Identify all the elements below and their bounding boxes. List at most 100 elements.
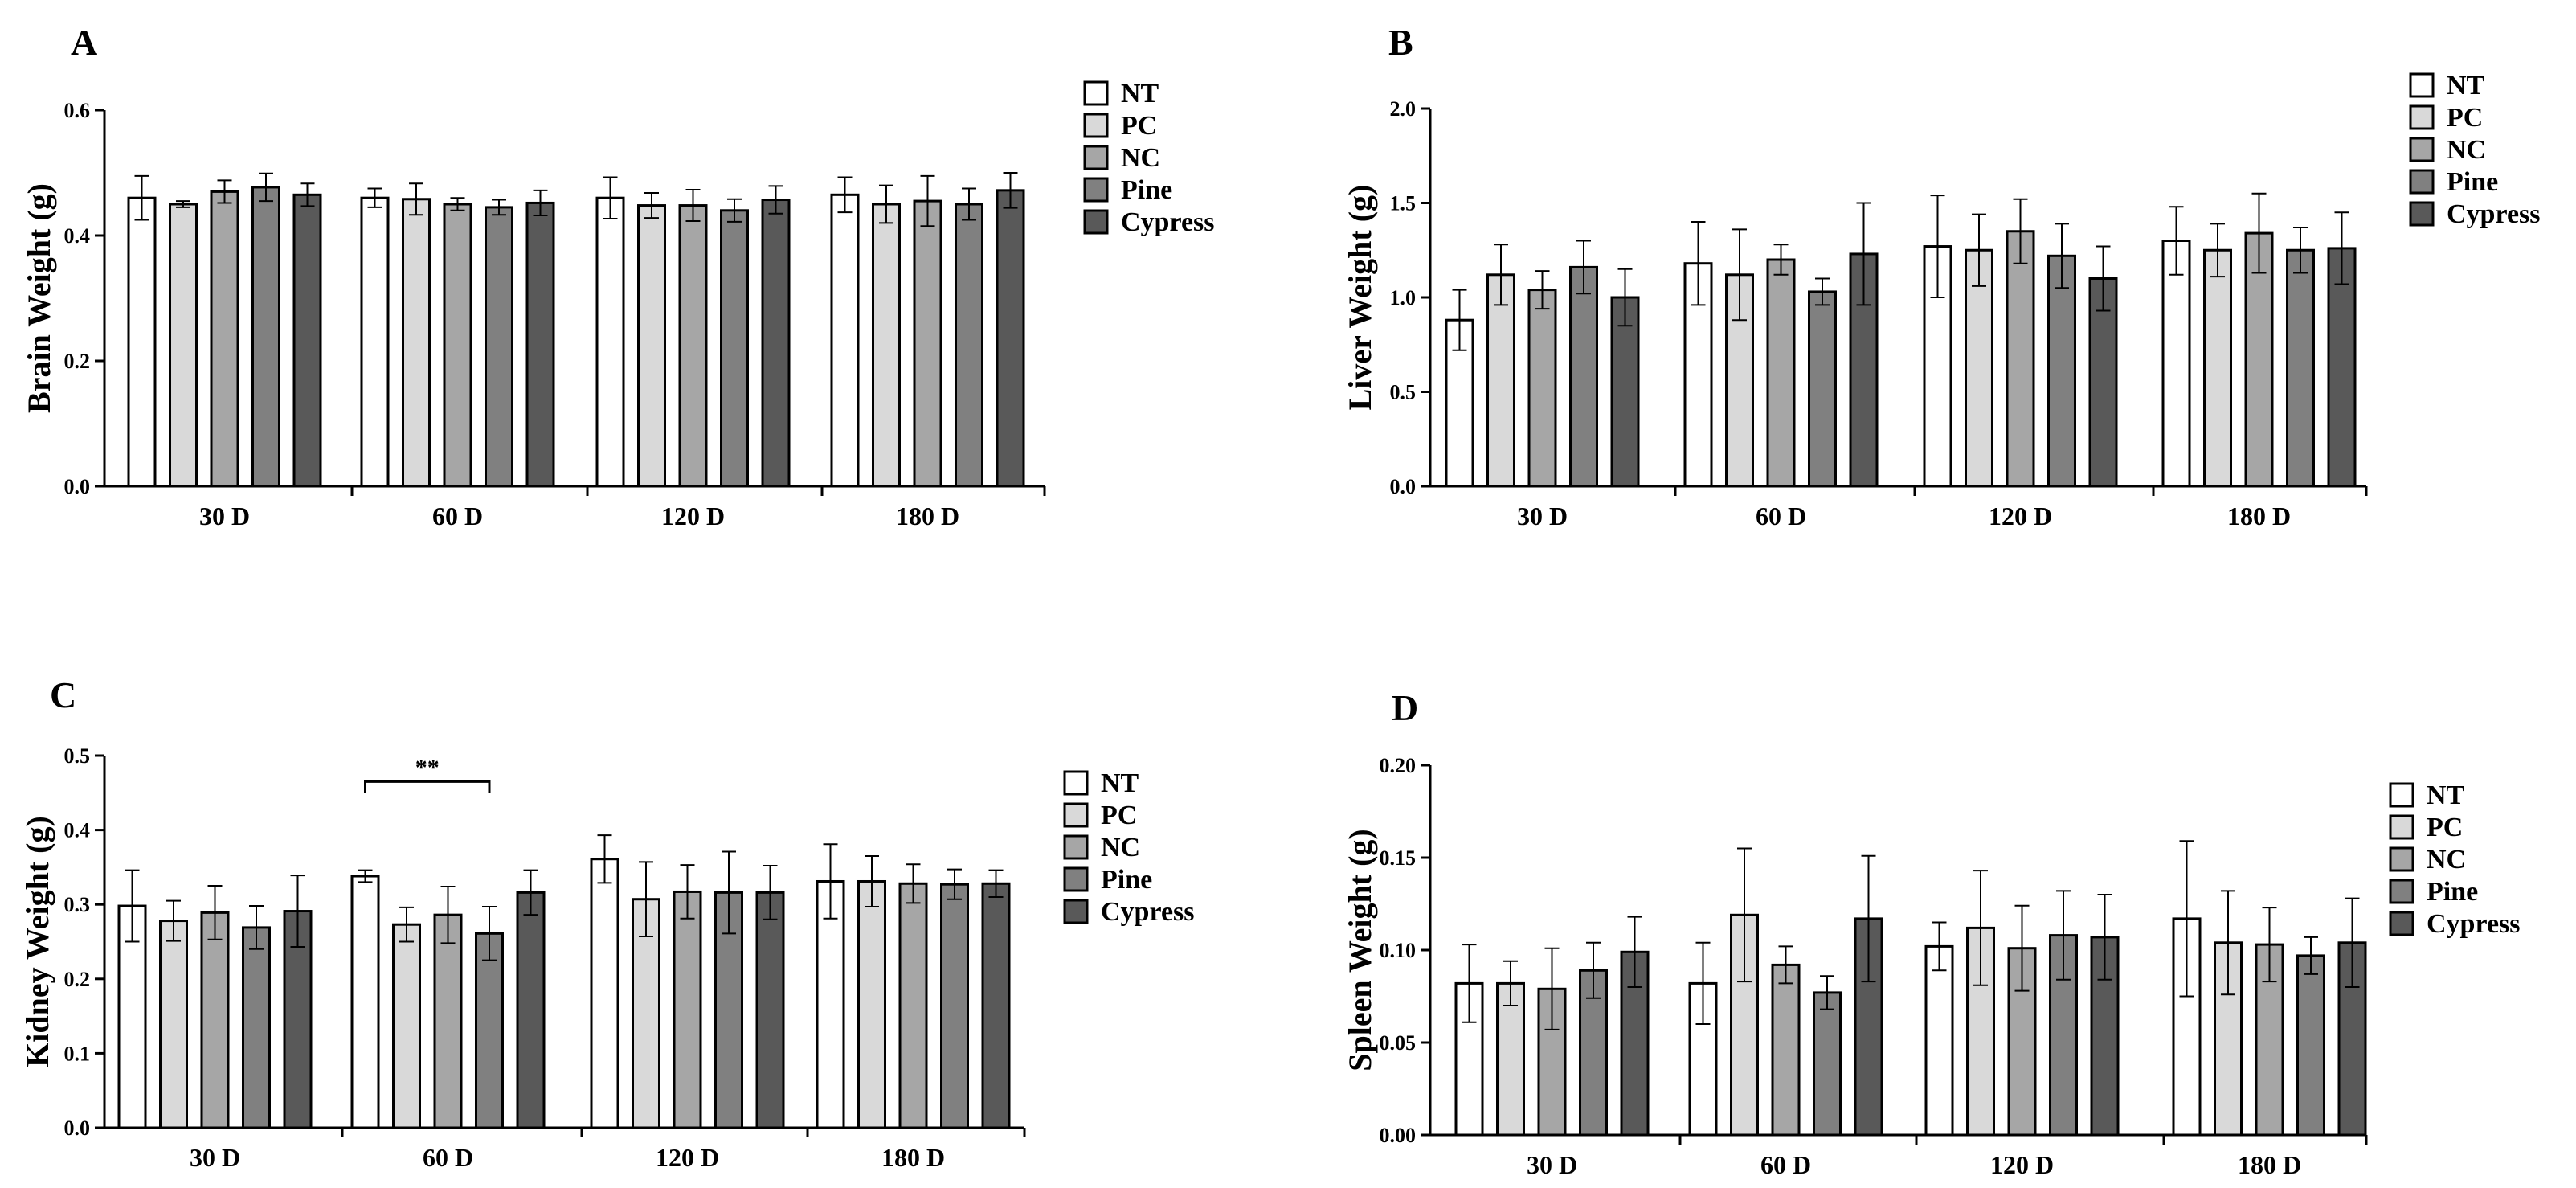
- panel-letter: D: [1392, 687, 1418, 728]
- bar-nt-3: [595, 196, 625, 488]
- bar-cypress-3: [2088, 277, 2118, 488]
- legend-swatch-pine: [2409, 169, 2435, 195]
- x-category-label: 180 D: [881, 1143, 945, 1172]
- panel-a-brain-weight: A 0.0 0.2 0.4 0.6 30 D 60 D 120 D 180 D Brain Wei…: [21, 22, 1215, 531]
- legend-swatch-cypress: [1063, 899, 1089, 924]
- legend-swatch-nt: [1063, 770, 1089, 796]
- bar-nc-1: [1527, 289, 1557, 488]
- bar-pine-4: [2286, 248, 2315, 488]
- legend-label-pc: PC: [2427, 813, 2463, 842]
- legend-swatch-cypress: [1083, 209, 1109, 235]
- legend-label-cypress: Cypress: [2447, 199, 2541, 229]
- bar-pc-1: [169, 203, 198, 488]
- x-category-label: 60 D: [423, 1143, 473, 1172]
- x-category-label: 120 D: [661, 502, 725, 531]
- significance-marker: **: [415, 754, 440, 780]
- x-category-label: 120 D: [1989, 502, 2052, 531]
- x-category-label: 120 D: [656, 1143, 719, 1172]
- legend-swatch-cypress: [2389, 911, 2414, 936]
- bar-cypress-2: [516, 891, 546, 1129]
- y-tick-label: 0.20: [1380, 754, 1417, 777]
- bar-cypress-4: [981, 882, 1011, 1129]
- bar-pine-2: [1808, 290, 1837, 488]
- bar-nc-3: [678, 204, 708, 488]
- bar-pine-1: [1569, 265, 1598, 488]
- y-tick-label: 0.0: [1390, 475, 1417, 498]
- legend-label-nt: NT: [2447, 71, 2485, 100]
- y-tick-label: 0.3: [64, 893, 91, 916]
- y-tick-label: 0.00: [1380, 1124, 1417, 1147]
- bar-cypress-3: [761, 199, 791, 488]
- bar-cypress-4: [2327, 247, 2357, 488]
- panel-letter: C: [50, 674, 76, 715]
- x-category-label: 30 D: [190, 1143, 240, 1172]
- legend-swatch-pine: [1063, 866, 1089, 892]
- y-tick-label: 0.6: [64, 99, 91, 122]
- legend-label-pine: Pine: [1121, 175, 1172, 205]
- legend-swatch-pine: [1083, 177, 1109, 203]
- y-tick-label: 0.05: [1380, 1031, 1417, 1055]
- bar-nc-4: [898, 882, 928, 1129]
- bar-nc-1: [200, 911, 230, 1129]
- x-category-label: 180 D: [896, 502, 959, 531]
- bar-pine-2: [485, 206, 513, 488]
- legend-label-pine: Pine: [1101, 865, 1152, 895]
- legend-label-nt: NT: [2427, 780, 2465, 810]
- legend-swatch-nc: [2409, 137, 2435, 162]
- bar-pine-2: [475, 932, 504, 1129]
- legend-label-pc: PC: [1101, 801, 1137, 830]
- bar-nt-3: [590, 858, 619, 1129]
- y-tick-label: 0.10: [1380, 939, 1417, 962]
- y-tick-label: 0.0: [64, 475, 91, 498]
- y-axis-title: Liver Weight (g): [1342, 185, 1378, 411]
- panel-b-liver-weight: B 0.0 0.5 1.0 1.5 2.0 30 D 60 D 120 D 180 D Liver …: [1342, 22, 2541, 531]
- x-category-label: 60 D: [432, 502, 483, 531]
- y-tick-label: 0.4: [64, 819, 91, 842]
- bar-nt-1: [117, 904, 147, 1129]
- bar-nc-3: [673, 890, 702, 1129]
- bar-nc-2: [1766, 258, 1796, 488]
- bar-pc-4: [857, 879, 886, 1129]
- bar-cypress-4: [996, 189, 1025, 488]
- y-axis-title: Spleen Weight (g): [1342, 829, 1378, 1071]
- x-category-label: 120 D: [1990, 1150, 2054, 1179]
- y-axis-title: Kidney Weight (g): [19, 816, 55, 1067]
- bar-pine-3: [720, 209, 749, 488]
- bar-pc-4: [872, 203, 901, 488]
- bar-nc-2: [1771, 963, 1801, 1137]
- legend-label-nt: NT: [1121, 79, 1159, 109]
- legend-swatch-pine: [2389, 879, 2414, 904]
- y-axis-title: Brain Weight (g): [21, 183, 57, 413]
- legend-swatch-pc: [2389, 814, 2414, 840]
- significance-bracket: [364, 780, 491, 793]
- bar-cypress-2: [525, 201, 555, 488]
- bar-pine-1: [242, 926, 271, 1129]
- legend-swatch-nc: [1063, 834, 1089, 860]
- bar-pc-3: [637, 204, 666, 488]
- legend-swatch-cypress: [2409, 201, 2435, 227]
- legend-swatch-pc: [1083, 113, 1109, 138]
- bar-nc-3: [2006, 230, 2035, 488]
- bar-pc-4: [2203, 248, 2232, 488]
- bar-pine-1: [251, 186, 280, 488]
- bar-pc-1: [1486, 273, 1515, 488]
- y-tick-label: 0.2: [64, 968, 91, 991]
- legend-swatch-nt: [2409, 72, 2435, 98]
- y-tick-label: 1.5: [1390, 192, 1417, 215]
- bar-nt-4: [830, 193, 860, 488]
- bar-pc-1: [159, 920, 188, 1129]
- y-tick-label: 0.15: [1380, 846, 1417, 870]
- bar-pine-3: [2047, 254, 2076, 488]
- legend-label-cypress: Cypress: [1101, 897, 1195, 927]
- y-tick-label: 0.5: [64, 744, 91, 768]
- bar-nt-1: [127, 196, 157, 488]
- panel-letter: A: [71, 22, 97, 63]
- bar-pine-2: [1813, 991, 1842, 1137]
- legend-label-nt: NT: [1101, 768, 1139, 798]
- bar-nc-1: [210, 190, 239, 488]
- legend-label-pine: Pine: [2447, 167, 2498, 197]
- legend-label-nc: NC: [2447, 135, 2486, 165]
- bar-nc-2: [443, 203, 472, 488]
- legend-label-cypress: Cypress: [1121, 207, 1215, 237]
